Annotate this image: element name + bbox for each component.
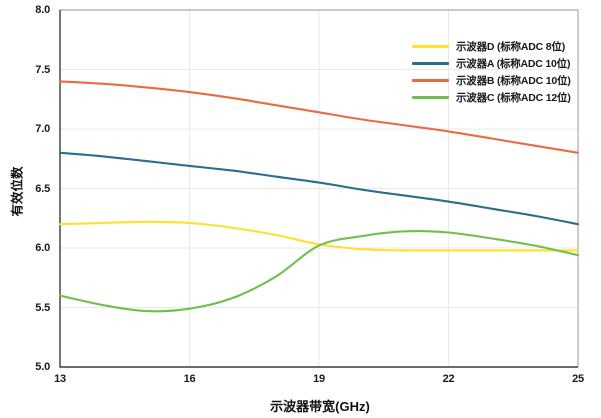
line-series-0 — [58, 220, 580, 252]
legend-item: 示波器A (标称ADC 10位) — [412, 55, 571, 72]
legend-line-swatch — [412, 79, 449, 82]
x-tick-label: 13 — [54, 373, 66, 385]
legend-item: 示波器B (标称ADC 10位) — [412, 72, 571, 89]
x-tick-label: 22 — [442, 373, 455, 385]
y-tick-label: 7.5 — [35, 63, 50, 76]
legend: 示波器D (标称ADC 8位) 示波器A (标称ADC 10位) 示波器B (标称A… — [412, 38, 571, 106]
plot-border — [60, 9, 579, 367]
y-tick-label: 6.0 — [35, 242, 50, 254]
legend-line-swatch — [412, 62, 449, 65]
legend-item: 示波器D (标称ADC 8位) — [412, 38, 571, 55]
x-tick-label: 19 — [313, 373, 325, 385]
legend-label: 示波器B (标称ADC 10位) — [456, 75, 571, 87]
x-tick-label: 25 — [572, 373, 584, 385]
legend-line-swatch — [412, 96, 449, 99]
line-series-1 — [58, 151, 580, 226]
y-tick-label: 6.5 — [35, 182, 50, 195]
line-series-3 — [58, 230, 580, 313]
y-tick-label: 5.0 — [35, 361, 50, 373]
legend-label: 示波器A (标称ADC 10位) — [456, 58, 571, 70]
axis-line — [59, 10, 578, 368]
legend-line-swatch — [412, 45, 449, 48]
x-tick-label: 16 — [183, 373, 196, 385]
y-tick-label: 7.0 — [35, 123, 50, 135]
y-axis-title: 有效位数 — [10, 166, 25, 217]
y-tick-label: 5.5 — [35, 301, 50, 314]
legend-label: 示波器C (标称ADC 12位) — [456, 92, 571, 104]
x-axis-title: 示波器带宽(GHz) — [270, 399, 370, 414]
line-series-2 — [58, 80, 580, 154]
legend-label: 示波器D (标称ADC 8位) — [456, 41, 565, 53]
y-tick-label: 8.0 — [35, 4, 50, 16]
legend-item: 示波器C (标称ADC 12位) — [412, 89, 571, 106]
